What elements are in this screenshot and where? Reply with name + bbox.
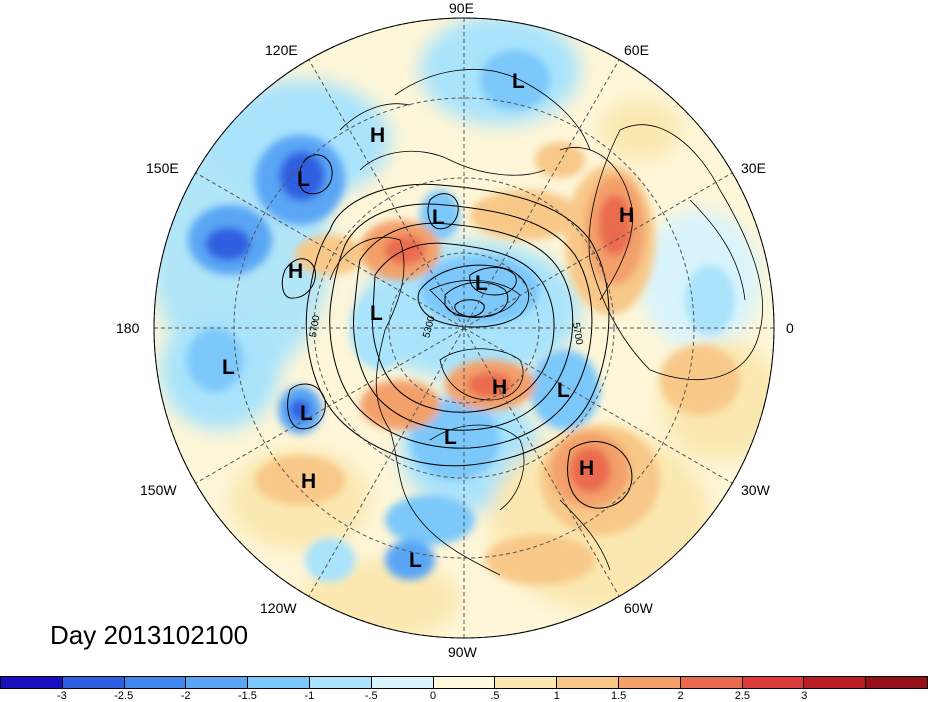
high-marker: H [619, 204, 634, 227]
lon-label-120e: 120E [265, 42, 298, 58]
low-marker: L [409, 549, 422, 572]
colorbar-tick-label: -1.5 [237, 690, 257, 702]
colorbar-segment [804, 677, 867, 688]
colorbar-segment [433, 677, 496, 688]
lon-label-0: 0 [786, 320, 794, 336]
colorbar-tick-label: 1.5 [611, 690, 627, 702]
colorbar-segment [495, 677, 558, 688]
colorbar-segment [1, 677, 63, 688]
lon-label-120w: 120W [260, 600, 297, 616]
high-marker: H [579, 457, 594, 480]
lon-label-30w: 30W [741, 482, 770, 498]
colorbar-tick-label: -2.5 [114, 690, 134, 702]
high-marker: H [492, 376, 507, 399]
colorbar-segment [618, 677, 681, 688]
colorbar-segment [186, 677, 249, 688]
lon-label-90w: 90W [448, 644, 477, 660]
map-boundary [153, 17, 775, 639]
colorbar-segment [248, 677, 310, 688]
lon-label-30e: 30E [741, 160, 766, 176]
low-marker: L [512, 70, 525, 93]
coastlines [329, 69, 763, 576]
colorbar-tick-label: -1 [304, 690, 315, 702]
high-marker: H [301, 470, 316, 493]
colorbar-segment [557, 677, 619, 688]
contour-label: 5700 [308, 314, 323, 338]
colorbar-segment [742, 677, 805, 688]
colorbar-segment [309, 677, 372, 688]
low-marker: L [557, 379, 570, 402]
high-marker: H [288, 260, 303, 283]
colorbar-segment [124, 677, 187, 688]
colorbar-segment [371, 677, 434, 688]
colorbar-tick-label: -.5 [364, 690, 378, 702]
low-marker: L [300, 402, 313, 425]
low-marker: L [222, 356, 235, 379]
lon-label-90e: 90E [449, 0, 474, 16]
contour-label: 5700 [570, 322, 585, 346]
colorbar-tick-label: 2 [677, 690, 684, 702]
day-label: Day 2013102100 [50, 620, 249, 650]
low-marker: L [432, 206, 445, 229]
lon-label-180: 180 [116, 320, 140, 336]
low-marker: L [475, 272, 488, 295]
lon-label-60w: 60W [624, 600, 653, 616]
lon-label-60e: 60E [624, 42, 649, 58]
high-marker: H [370, 124, 385, 147]
height-contours [281, 154, 633, 509]
colorbar-segment [680, 677, 743, 688]
colorbar-tick-label: 3 [801, 690, 808, 702]
lon-label-150e: 150E [146, 160, 179, 176]
low-marker: L [370, 302, 383, 325]
colorbar-tick-label: 2.5 [734, 690, 751, 702]
low-marker: L [444, 426, 457, 449]
colorbar [0, 676, 928, 689]
colorbar-segment [866, 677, 927, 688]
lon-label-150w: 150W [140, 482, 177, 498]
colorbar-tick-label: .5 [490, 690, 500, 702]
colorbar-tick-label: 1 [553, 690, 560, 702]
colorbar-tick-label: 0 [430, 690, 437, 702]
colorbar-tick-label: -3 [56, 690, 67, 702]
colorbar-segment [62, 677, 125, 688]
low-marker: L [297, 168, 310, 191]
colorbar-tick-label: -2 [180, 690, 191, 702]
